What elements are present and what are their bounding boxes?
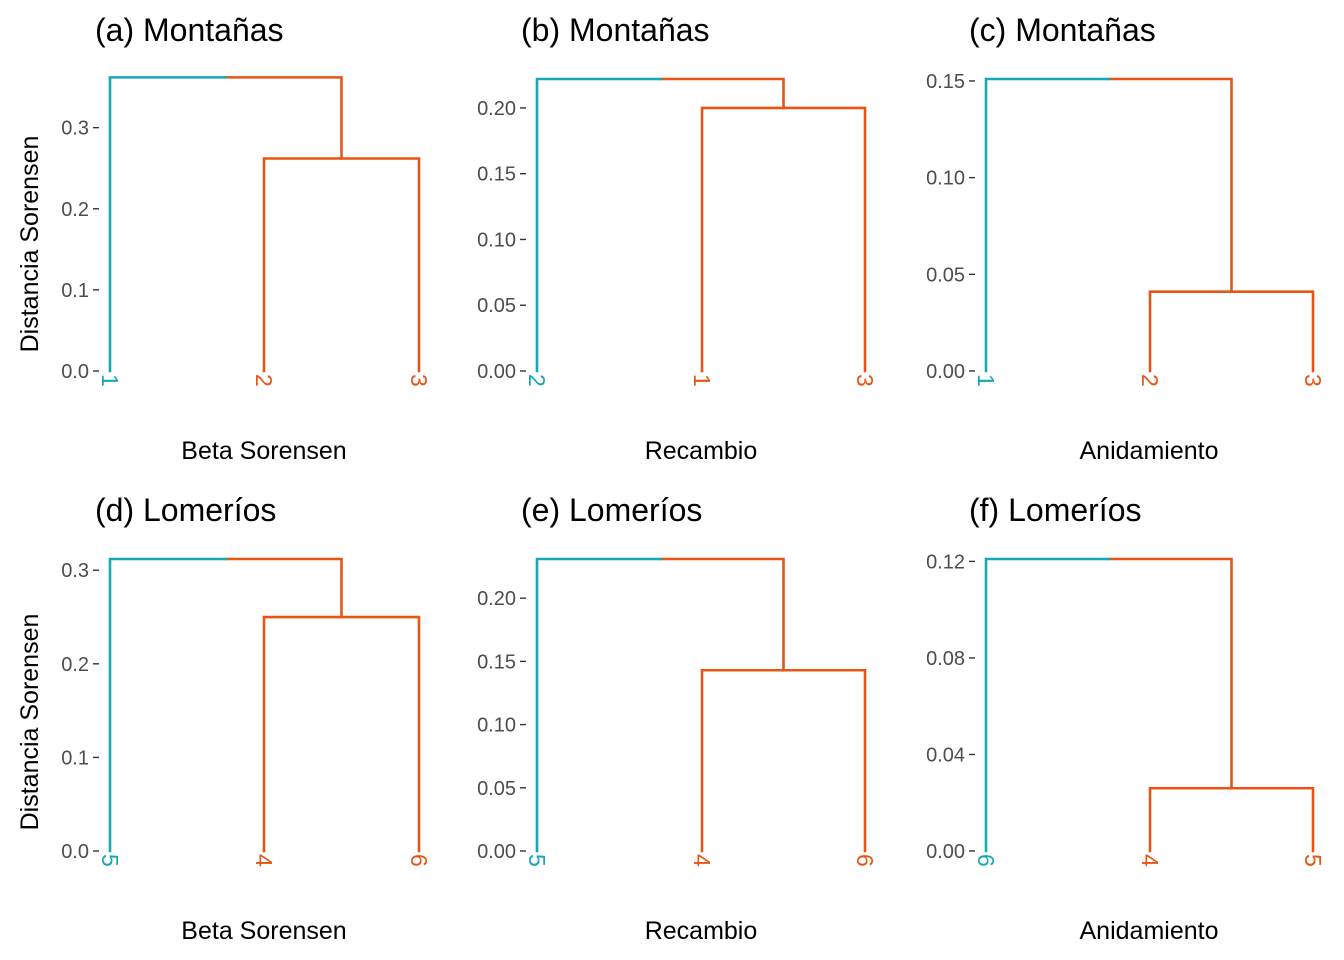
panel-title: (e) Lomeríos [521, 492, 702, 528]
y-tick-label: 0.12 [926, 551, 965, 573]
outer-merge-branch-left [108, 557, 228, 853]
y-tick-label: 0.05 [926, 264, 965, 286]
x-axis-title: Beta Sorensen [181, 917, 346, 945]
leaf-label: 3 [406, 374, 432, 387]
outer-merge-branch-right [1107, 557, 1233, 790]
panel-e: (e) Lomeríos 0.00 0.05 0.10 0.15 0.20 Recambio… [477, 492, 878, 945]
panel-c: (c) Montañas 0.00 0.05 0.10 0.15 Anidamiento 1… [926, 12, 1326, 465]
y-tick-label: 0.0 [61, 361, 89, 383]
outer-merge-branch-right [224, 76, 343, 160]
leaf-label: 1 [97, 374, 123, 387]
leaf-label: 1 [689, 374, 715, 387]
y-tick-label: 0.05 [477, 295, 516, 317]
leaf-label: 6 [406, 854, 432, 867]
y-tick-label: 0.15 [477, 164, 516, 186]
y-tick-label: 0.00 [477, 361, 516, 383]
inner-merge-branch [700, 668, 867, 853]
outer-merge-branch-left [108, 76, 228, 373]
panel-title: (b) Montañas [521, 12, 710, 48]
leaf-label: 2 [524, 374, 550, 387]
y-tick-label: 0.05 [477, 778, 516, 800]
panel-f: (f) Lomeríos 0.00 0.04 0.08 0.12 Anidamiento 6… [926, 492, 1326, 945]
y-tick-label: 0.00 [926, 361, 965, 383]
inner-merge-branch [1148, 786, 1315, 853]
y-tick-label: 0.20 [477, 588, 516, 610]
leaf-label: 2 [251, 374, 277, 387]
y-tick-label: 0.3 [61, 560, 89, 582]
leaf-label: 4 [689, 854, 715, 867]
y-tick-label: 0.15 [477, 651, 516, 673]
panel-d: (d) Lomeríos 0.0 0.1 0.2 0.3 Distancia Sorens… [16, 492, 432, 945]
y-tick-label: 0.00 [926, 841, 965, 863]
y-tick-label: 0.15 [926, 71, 965, 93]
panel-title: (a) Montañas [95, 12, 284, 48]
y-tick-label: 0.10 [477, 715, 516, 737]
panel-a: (a) Montañas 0.0 0.1 0.2 0.3 Distancia Sorens… [16, 12, 432, 465]
leaf-label: 5 [97, 854, 123, 867]
inner-merge-branch [262, 615, 421, 853]
leaf-label: 4 [251, 854, 277, 867]
outer-merge-branch-left [535, 557, 662, 853]
y-tick-label: 0.3 [61, 118, 89, 140]
y-tick-label: 0.04 [926, 744, 965, 766]
leaf-label: 6 [973, 854, 999, 867]
y-tick-label: 0.10 [477, 229, 516, 251]
x-axis-title: Beta Sorensen [181, 437, 346, 465]
outer-merge-branch-right [1107, 77, 1233, 294]
outer-merge-branch-left [984, 77, 1111, 373]
leaf-label: 6 [852, 854, 878, 867]
inner-merge-branch [262, 157, 421, 373]
leaf-label: 5 [1300, 854, 1326, 867]
outer-merge-branch-right [658, 557, 785, 672]
y-tick-label: 0.1 [61, 280, 89, 302]
outer-merge-branch-left [535, 77, 662, 373]
y-tick-label: 0.1 [61, 747, 89, 769]
x-axis-title: Recambio [645, 437, 758, 465]
panel-title: (d) Lomeríos [95, 492, 276, 528]
y-tick-label: 0.10 [926, 168, 965, 190]
outer-merge-branch-right [658, 77, 785, 110]
leaf-label: 1 [973, 374, 999, 387]
inner-merge-branch [700, 106, 867, 373]
y-tick-label: 0.08 [926, 648, 965, 670]
y-tick-label: 0.0 [61, 841, 89, 863]
y-axis-title: Distancia Sorensen [16, 614, 44, 831]
leaf-label: 3 [852, 374, 878, 387]
leaf-label: 5 [524, 854, 550, 867]
y-tick-label: 0.2 [61, 654, 89, 676]
leaf-label: 2 [1137, 374, 1163, 387]
panel-title: (c) Montañas [969, 12, 1156, 48]
x-axis-title: Anidamiento [1080, 437, 1219, 465]
panel-b: (b) Montañas 0.00 0.05 0.10 0.15 0.20 Recambio… [477, 12, 878, 465]
x-axis-title: Recambio [645, 917, 758, 945]
y-tick-label: 0.2 [61, 199, 89, 221]
panel-title: (f) Lomeríos [969, 492, 1141, 528]
y-tick-label: 0.00 [477, 841, 516, 863]
x-axis-title: Anidamiento [1080, 917, 1219, 945]
leaf-label: 3 [1300, 374, 1326, 387]
outer-merge-branch-right [224, 557, 343, 619]
inner-merge-branch [1148, 290, 1315, 373]
leaf-label: 4 [1137, 854, 1163, 867]
y-axis-title: Distancia Sorensen [16, 136, 44, 353]
y-tick-label: 0.20 [477, 98, 516, 120]
outer-merge-branch-left [984, 557, 1111, 853]
